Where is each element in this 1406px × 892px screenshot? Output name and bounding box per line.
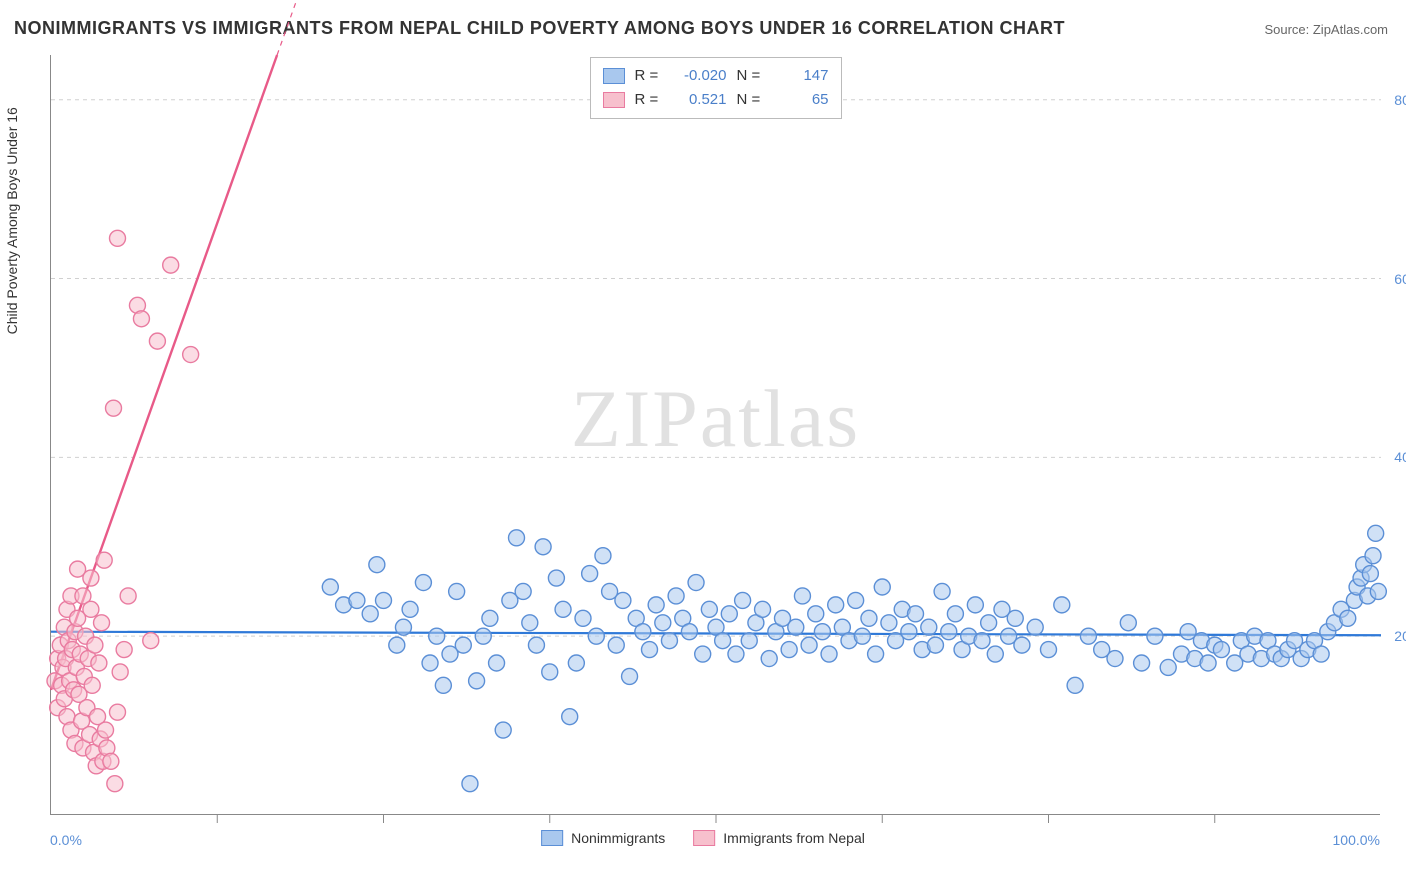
x-min-label: 0.0% (50, 832, 82, 848)
scatter-svg (51, 55, 1381, 815)
n-value: 65 (777, 88, 829, 112)
y-tick-label: 20.0% (1384, 628, 1406, 644)
swatch-icon (693, 830, 715, 846)
y-tick-label: 60.0% (1384, 271, 1406, 287)
r-label: R = (635, 64, 665, 88)
stat-legend: R = -0.020 N = 147 R = 0.521 N = 65 (590, 57, 842, 119)
y-tick-label: 80.0% (1384, 92, 1406, 108)
stat-row-0: R = -0.020 N = 147 (603, 64, 829, 88)
bottom-legend: Nonimmigrants Immigrants from Nepal (541, 830, 865, 846)
n-label: N = (737, 64, 767, 88)
y-axis-title: Child Poverty Among Boys Under 16 (4, 107, 20, 334)
swatch-icon (603, 68, 625, 84)
r-value: -0.020 (675, 64, 727, 88)
n-value: 147 (777, 64, 829, 88)
n-label: N = (737, 88, 767, 112)
x-max-label: 100.0% (1333, 832, 1380, 848)
legend-item: Immigrants from Nepal (693, 830, 865, 846)
swatch-icon (603, 92, 625, 108)
y-tick-label: 40.0% (1384, 449, 1406, 465)
swatch-icon (541, 830, 563, 846)
chart-title: NONIMMIGRANTS VS IMMIGRANTS FROM NEPAL C… (14, 18, 1065, 39)
plot-area: ZIPatlas R = -0.020 N = 147 R = 0.521 N … (50, 55, 1380, 815)
source-label: Source: ZipAtlas.com (1264, 22, 1388, 37)
legend-item: Nonimmigrants (541, 830, 665, 846)
stat-row-1: R = 0.521 N = 65 (603, 88, 829, 112)
r-value: 0.521 (675, 88, 727, 112)
legend-label: Nonimmigrants (571, 830, 665, 846)
r-label: R = (635, 88, 665, 112)
legend-label: Immigrants from Nepal (723, 830, 865, 846)
